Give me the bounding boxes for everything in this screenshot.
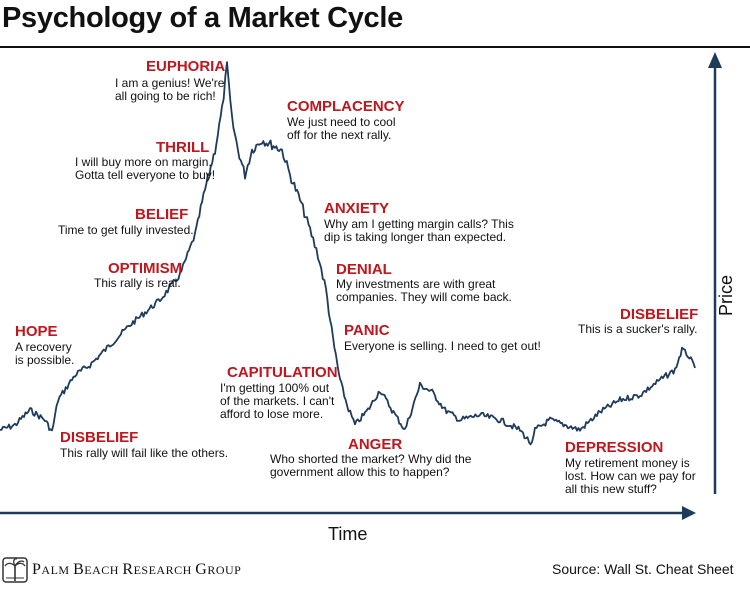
time-axis-arrowhead: [682, 506, 696, 520]
page-title: Psychology of a Market Cycle: [2, 2, 403, 34]
phase-denial-name: DENIAL: [336, 261, 392, 278]
phase-belief-text: Time to get fully invested.: [58, 223, 194, 237]
brand-initial-1: P: [32, 561, 42, 578]
phase-anger-name: ANGER: [348, 436, 403, 453]
phase-euphoria-text: I am a genius! We're all going to be ric…: [115, 76, 225, 103]
phase-panic-name: PANIC: [344, 322, 390, 339]
phase-complacency-text: We just need to cool off for the next ra…: [287, 115, 396, 142]
phase-thrill-text: I will buy more on margin. Gotta tell ev…: [75, 155, 216, 182]
palm-tree-logo-icon: [2, 557, 28, 583]
brand-name: PALM BEACH RESEARCH GROUP: [32, 561, 241, 579]
phase-disbelief-2-name: DISBELIEF: [620, 306, 699, 323]
brand-initial-2: B: [73, 561, 85, 578]
brand-rest-1: ALM: [41, 563, 74, 577]
phase-optimism-text: This rally is real.: [94, 276, 181, 290]
brand-rest-3: ESEARCH: [133, 563, 196, 577]
phase-disbelief-1-text: This rally will fail like the others.: [60, 446, 229, 460]
phase-anxiety-text: Why am I getting margin calls? This dip …: [324, 217, 514, 244]
price-line: [0, 61, 696, 446]
phase-anxiety-name: ANXIETY: [324, 200, 390, 217]
phase-euphoria-name: EUPHORIA: [146, 58, 226, 75]
price-axis-arrowhead: [708, 52, 722, 68]
phase-thrill-name: THRILL: [156, 139, 210, 156]
phase-anger-text: Who shorted the market? Why did the gove…: [270, 452, 472, 479]
phase-capitulation-name: CAPITULATION: [227, 364, 338, 381]
price-axis-label: Price: [716, 274, 737, 317]
title-divider: [0, 46, 750, 48]
brand-rest-4: ROUP: [207, 563, 242, 577]
phase-belief-name: BELIEF: [135, 206, 189, 223]
phase-optimism-name: OPTIMISM: [108, 260, 183, 277]
brand-initial-4: G: [195, 561, 208, 578]
phase-depression-text: My retirement money is lost. How can we …: [565, 456, 696, 496]
phase-panic-text: Everyone is selling. I need to get out!: [344, 339, 541, 353]
brand-initial-3: R: [122, 561, 134, 578]
phase-disbelief-1-name: DISBELIEF: [60, 429, 139, 446]
phase-disbelief-2-text: This is a sucker's rally.: [578, 322, 698, 336]
brand-rest-2: EACH: [84, 563, 123, 577]
phase-capitulation-text: I'm getting 100% out of the markets. I c…: [220, 381, 335, 421]
phase-denial-text: My investments are with great companies.…: [336, 277, 512, 304]
phase-hope-text: A recovery is possible.: [15, 340, 75, 367]
phase-hope-name: HOPE: [15, 323, 58, 340]
phase-complacency-name: COMPLACENCY: [287, 98, 405, 115]
phase-depression-name: DEPRESSION: [565, 439, 664, 456]
time-axis-label: Time: [328, 524, 368, 544]
source-credit: Source: Wall St. Cheat Sheet: [552, 561, 734, 577]
